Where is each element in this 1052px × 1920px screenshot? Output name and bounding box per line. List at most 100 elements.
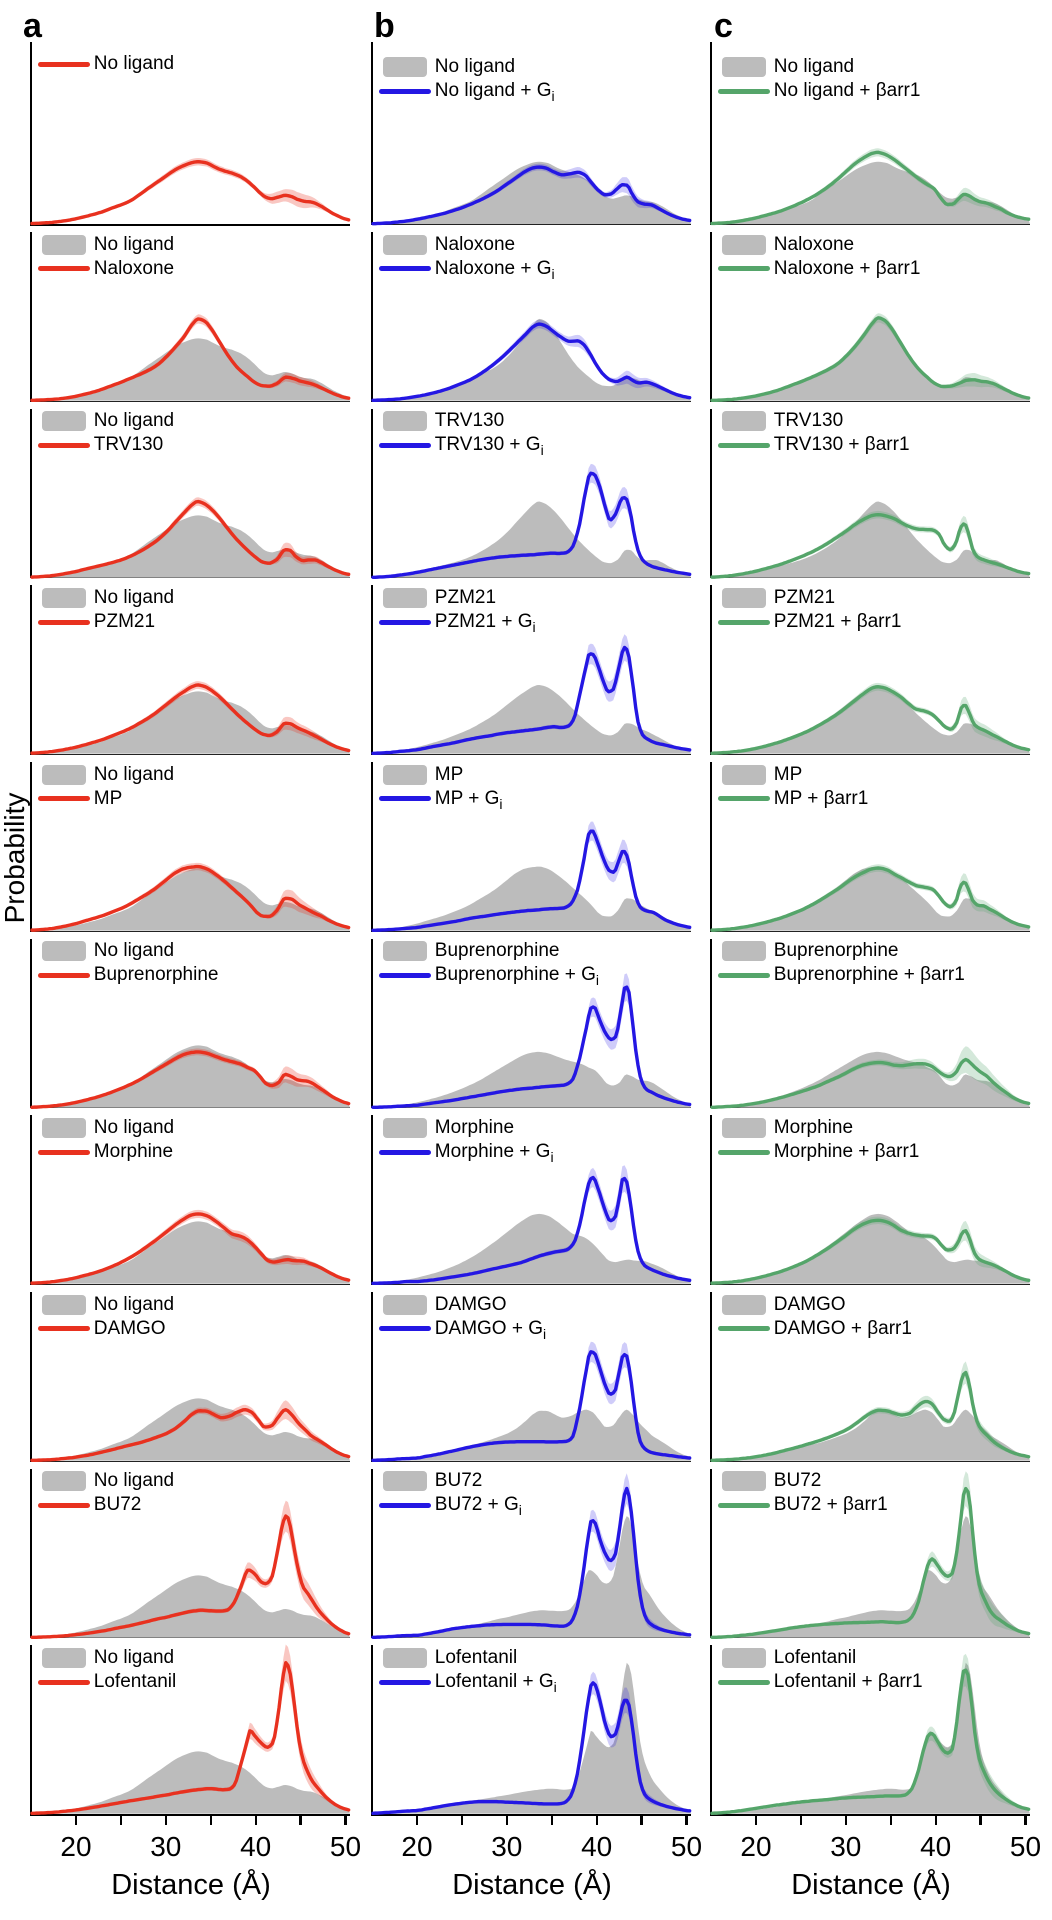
line-a9 [30, 1514, 351, 1639]
legend-swatch-line [378, 442, 431, 448]
panel-a1: No ligand [29, 42, 351, 226]
fill-c3 [711, 501, 1030, 578]
x-tick-label-b-40: 40 [581, 1831, 613, 1862]
legend-label: Buprenorphine + βarr1 [773, 964, 965, 986]
legend-swatch-patch [382, 1648, 427, 1669]
panel-a4: No ligand PZM21 [29, 585, 351, 756]
distribution-plot-b6 [371, 973, 692, 1109]
line-b1 [371, 165, 692, 226]
panel-a9: No ligand BU72 [29, 1468, 351, 1639]
x-axis-title-c: Distance (Å) [791, 1869, 951, 1901]
legend-swatch-line [378, 266, 431, 272]
distribution-plot-b2 [371, 318, 692, 403]
legend-swatch-line [717, 1679, 770, 1685]
legend-label: No ligand [93, 1647, 175, 1669]
x-tick-label-b-50: 50 [670, 1831, 703, 1862]
x-tick-c-50 [1024, 1814, 1027, 1825]
line-a10 [30, 1661, 351, 1816]
legend-swatch-patch [382, 588, 427, 609]
x-tick-a-20 [74, 1814, 78, 1825]
legend-c9-2: BU72 + βarr1 [717, 1493, 888, 1517]
legend-label: DAMGO [434, 1293, 507, 1315]
legend-b5-2: MP + Gi [378, 787, 503, 812]
distribution-plot-a6 [30, 1045, 351, 1109]
fill-b2 [372, 318, 691, 401]
x-tick-a-40 [254, 1814, 257, 1825]
legend-label: Morphine + βarr1 [773, 1141, 920, 1163]
legend-b10-2: Lofentanil + Gi [378, 1670, 557, 1695]
legend-a8-2: DAMGO [37, 1317, 166, 1341]
legend-label: MP + Gi [434, 787, 503, 812]
distribution-plot-b8 [371, 1341, 692, 1463]
distribution-plot-a2 [30, 314, 351, 403]
legend-c2-2: Naloxone + βarr1 [717, 257, 921, 281]
x-tick-label-c-40: 40 [920, 1831, 952, 1862]
fill-b4 [372, 685, 691, 754]
legend-c3-1: TRV130 [718, 409, 843, 433]
legend-swatch-line [717, 619, 770, 625]
legend-b7-1: Morphine [379, 1116, 514, 1140]
line-c8 [710, 1370, 1031, 1463]
line-c7 [710, 1218, 1031, 1286]
legend-label: Lofentanil + Gi [434, 1671, 557, 1695]
legend-b2-2: Naloxone + Gi [378, 257, 555, 282]
legend-swatch-line [378, 1502, 431, 1508]
legend-a4-2: PZM21 [37, 610, 156, 634]
legend-c4-2: PZM21 + βarr1 [717, 610, 901, 634]
legend-swatch-patch [41, 1118, 86, 1139]
legend-label: Lofentanil + βarr1 [773, 1671, 923, 1693]
x-tick-c-45 [979, 1814, 982, 1825]
x-tick-a-35 [209, 1814, 212, 1825]
distribution-plot-a8 [30, 1398, 351, 1463]
panel-letter-b: b [374, 7, 395, 45]
legend-swatch-line [378, 1679, 431, 1685]
legend-swatch-patch [721, 1118, 766, 1139]
distribution-plot-a10 [30, 1644, 351, 1816]
x-tick-c-35 [889, 1814, 892, 1825]
distribution-plot-c10 [710, 1654, 1031, 1816]
panel-c6: Buprenorphine Buprenorphine + βarr1 [709, 938, 1031, 1109]
fill-c7 [711, 1214, 1030, 1284]
legend-label: Naloxone + βarr1 [773, 257, 921, 279]
legend-a4-1: No ligand [38, 586, 174, 610]
legend-swatch-line [37, 266, 90, 272]
line-a8 [30, 1407, 351, 1463]
fill-c2 [711, 318, 1030, 401]
legend-label: BU72 [434, 1470, 483, 1492]
legend-label: DAMGO [93, 1317, 166, 1339]
legend-b9-2: BU72 + Gi [378, 1493, 522, 1517]
panel-a8: No ligand DAMGO [29, 1292, 351, 1463]
fill-c1 [711, 161, 1030, 224]
fill-c9 [711, 1515, 1030, 1638]
x-tick-b-30 [505, 1814, 508, 1825]
legend-label: Naloxone + Gi [434, 257, 555, 282]
legend-a10-1: No ligand [38, 1646, 174, 1670]
panel-b3: TRV130 TRV130 + Gi [370, 408, 692, 579]
legend-swatch-line [717, 442, 770, 448]
legend-c1-1: No ligand [718, 55, 854, 79]
legend-c2-1: Naloxone [718, 233, 854, 257]
legend-swatch-patch [721, 1471, 766, 1492]
legend-label: PZM21 [93, 611, 156, 633]
legend-b10-1: Lofentanil [379, 1646, 517, 1670]
legend-c8-2: DAMGO + βarr1 [717, 1317, 912, 1341]
legend-label: Naloxone [773, 233, 855, 255]
x-tick-label-a-30: 30 [150, 1831, 182, 1862]
legend-label: BU72 + βarr1 [773, 1494, 888, 1516]
legend-swatch-line [37, 1679, 90, 1685]
band-a1 [31, 157, 349, 224]
x-tick-label-c-20: 20 [740, 1831, 772, 1862]
legend-b9-1: BU72 [379, 1469, 483, 1493]
x-tick-label-c-30: 30 [830, 1831, 862, 1862]
legend-b3-2: TRV130 + Gi [378, 433, 544, 457]
panel-b1: No ligand No ligand + Gi [370, 42, 692, 226]
legend-label: No ligand + βarr1 [773, 80, 921, 102]
band-c10 [711, 1654, 1029, 1815]
x-tick-label-a-50: 50 [329, 1831, 362, 1862]
panel-c5: MP MP + βarr1 [709, 762, 1031, 932]
legend-c3-2: TRV130 + βarr1 [717, 433, 910, 457]
fill-b8 [372, 1409, 691, 1461]
legend-swatch-patch [41, 1648, 86, 1669]
distribution-plot-c6 [710, 1045, 1031, 1109]
legend-b6-1: Buprenorphine [379, 939, 559, 963]
